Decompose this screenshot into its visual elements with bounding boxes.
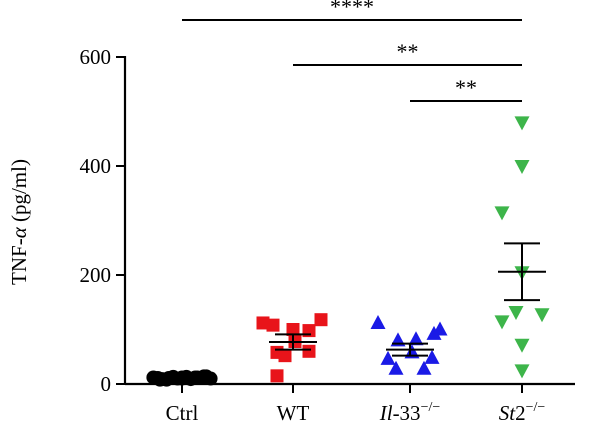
data-point	[514, 364, 530, 379]
data-point	[256, 316, 270, 330]
x-tick-label-italic: St	[499, 401, 517, 425]
data-point	[314, 313, 328, 327]
x-tick-label: Ctrl	[166, 401, 199, 425]
x-tick-label: St2−/−	[499, 400, 546, 425]
data-points	[146, 116, 550, 387]
data-point	[197, 369, 211, 384]
y-tick-label: 600	[80, 45, 112, 69]
y-axis-label-greek: α	[7, 226, 31, 238]
data-point	[514, 116, 530, 131]
y-axis-label-suffix: (pg/ml)	[7, 159, 31, 227]
data-point	[508, 306, 524, 321]
data-point	[534, 308, 550, 323]
data-point	[266, 318, 280, 332]
significance-label: ****	[330, 0, 374, 19]
data-point	[153, 372, 167, 387]
x-tick-label-text: Ctrl	[166, 401, 199, 425]
data-point	[270, 369, 284, 383]
x-tick-label-text: 2	[515, 401, 526, 425]
axes	[123, 56, 575, 386]
significance-brackets: ********	[182, 0, 522, 102]
x-tick-label-italic: Il	[379, 401, 393, 425]
data-point	[388, 360, 404, 375]
data-point	[514, 338, 530, 353]
data-point	[514, 160, 530, 174]
data-point	[380, 350, 396, 365]
data-point	[494, 315, 510, 330]
x-tick-label-superscript: −/−	[526, 400, 546, 415]
significance-label: **	[397, 39, 419, 64]
data-point	[494, 206, 510, 221]
data-point	[302, 344, 316, 358]
significance-label: **	[455, 75, 477, 100]
x-tick-label: Il-33−/−	[379, 400, 441, 425]
x-tick-label-text: WT	[277, 401, 310, 425]
x-tick-label: WT	[277, 401, 310, 425]
data-point	[432, 321, 448, 336]
data-point	[408, 331, 424, 346]
data-point	[416, 360, 432, 375]
x-tick-label-superscript: −/−	[421, 400, 441, 415]
mean-sem-bars	[158, 242, 546, 380]
data-point	[278, 349, 292, 363]
data-point	[370, 314, 386, 329]
y-axis-ticks: 0 200 400 600	[80, 45, 125, 396]
y-tick-label: 400	[80, 154, 112, 178]
y-axis-label-prefix: TNF-	[7, 238, 31, 285]
y-tick-label: 200	[80, 263, 112, 287]
y-axis-label: TNF-α (pg/ml)	[7, 159, 31, 285]
y-tick-label: 0	[101, 372, 112, 396]
data-point	[286, 323, 300, 336]
x-axis-ticks: Ctrl WT Il-33−/− St2−/−	[166, 384, 546, 425]
data-point	[424, 349, 440, 364]
x-tick-label-text: -33	[393, 401, 421, 425]
